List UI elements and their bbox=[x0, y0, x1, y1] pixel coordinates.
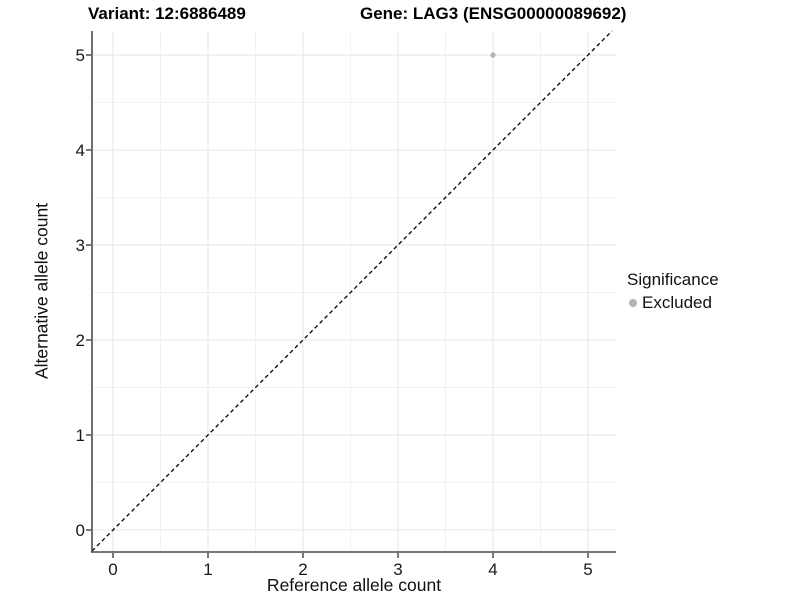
x-tick-label: 2 bbox=[298, 560, 307, 579]
y-tick-label: 1 bbox=[76, 426, 85, 445]
legend-item-excluded: Excluded bbox=[629, 293, 719, 313]
x-axis-title: Reference allele count bbox=[266, 575, 442, 595]
identity-line bbox=[91, 30, 613, 552]
y-tick-label: 2 bbox=[76, 331, 85, 350]
legend-key-dot-icon bbox=[629, 299, 637, 307]
legend: Significance Excluded bbox=[627, 270, 719, 313]
y-tick-label: 4 bbox=[76, 141, 85, 160]
y-axis-title: Alternative allele count bbox=[31, 202, 52, 380]
legend-title: Significance bbox=[627, 270, 719, 289]
x-tick-label: 4 bbox=[488, 560, 497, 579]
gene-title: Gene: LAG3 (ENSG00000089692) bbox=[360, 4, 627, 23]
data-point bbox=[490, 52, 496, 58]
x-tick-label: 0 bbox=[108, 560, 117, 579]
legend-item-label: Excluded bbox=[642, 293, 712, 312]
y-tick-label: 5 bbox=[76, 46, 85, 65]
y-tick-label: 3 bbox=[76, 236, 85, 255]
variant-title: Variant: 12:6886489 bbox=[88, 4, 246, 23]
y-tick-label: 0 bbox=[76, 521, 85, 540]
x-tick-label: 3 bbox=[393, 560, 402, 579]
x-tick-label: 1 bbox=[203, 560, 212, 579]
x-tick-label: 5 bbox=[583, 560, 592, 579]
